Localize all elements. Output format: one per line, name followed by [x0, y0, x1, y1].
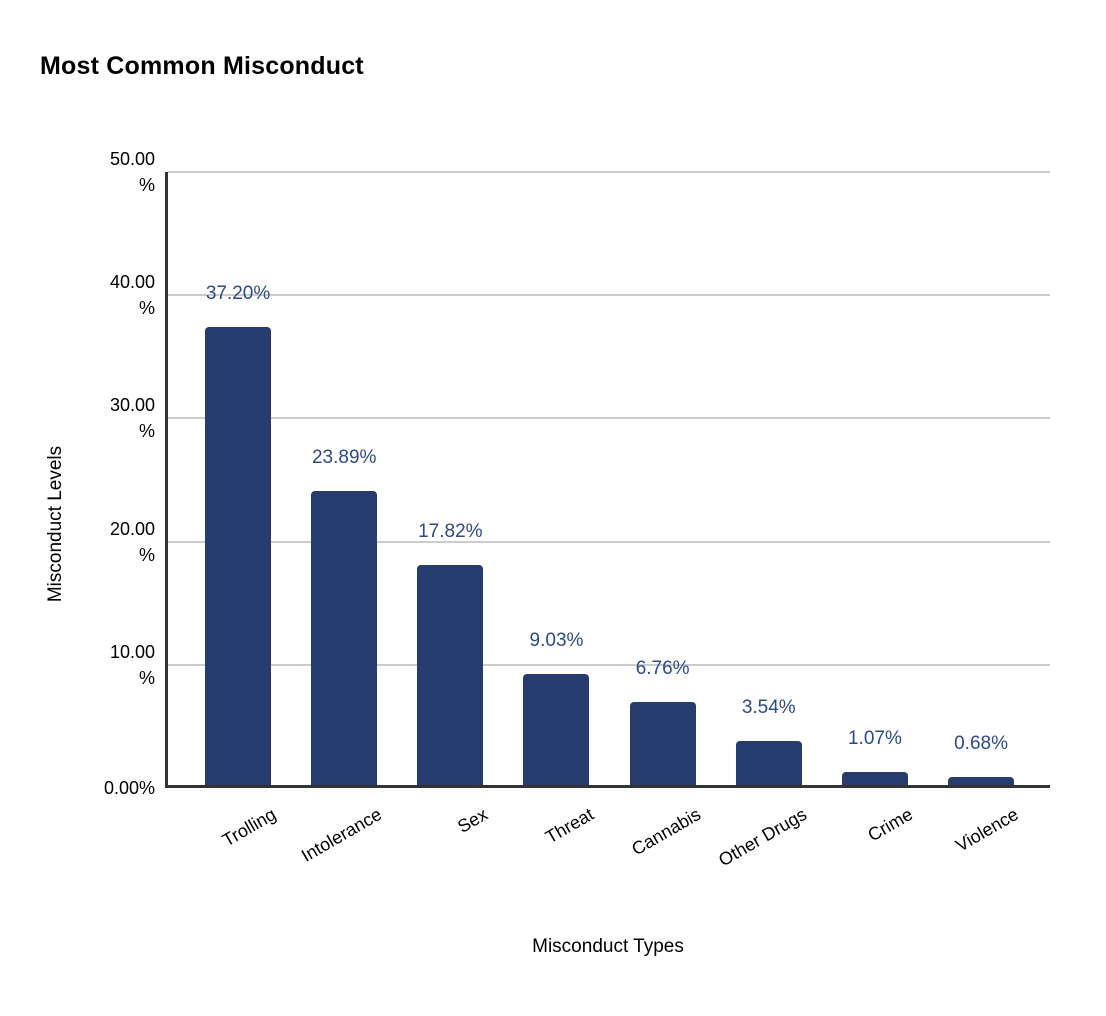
x-tick-label-violence: Violence [952, 804, 1023, 856]
y-tick-label: 40.00 % [109, 272, 155, 319]
bar-other-drugs [735, 741, 802, 785]
bar-value-label: 3.54% [741, 697, 796, 719]
y-tick-label: 50.00 % [109, 149, 155, 195]
gridline [168, 171, 1050, 173]
gridline [168, 417, 1050, 420]
y-axis-tick-labels: 50.00 % 40.00 % 30.00 % 20.00 % 10.00 % 0.00% [0, 0, 155, 1016]
x-tick-label-sex: Sex [454, 804, 492, 837]
bar-value-label: 0.68% [954, 732, 1008, 754]
x-tick-label-trolling: Trolling [218, 804, 280, 851]
plot-area: 37.20% 23.89% 17.82% 9.03% 6.76% 3.54% 1.07% 0.… [165, 171, 1050, 788]
gridline [168, 294, 1050, 297]
gridline [168, 663, 1050, 666]
bar-cannabis [629, 701, 696, 785]
bar-intolerance [311, 490, 378, 785]
x-axis-title: Misconduct Types [532, 936, 684, 957]
bar-violence [948, 776, 1015, 785]
y-tick-label: 20.00 % [109, 518, 155, 565]
bar-trolling [205, 326, 272, 785]
x-tick-label-other-drugs: Other Drugs [714, 804, 810, 871]
chart-title: Most Common Misconduct [40, 52, 364, 80]
bar-threat [523, 673, 590, 785]
bar-value-label: 37.20% [205, 282, 271, 304]
bar-value-label: 6.76% [635, 657, 690, 679]
bar-value-label: 1.07% [847, 727, 902, 749]
bar-crime [841, 771, 908, 785]
bar-value-label: 23.89% [311, 446, 377, 468]
y-tick-label: 10.00 % [109, 641, 155, 688]
bar-value-label: 9.03% [529, 629, 584, 651]
x-tick-label-intolerance: Intolerance [298, 804, 386, 866]
x-tick-label-crime: Crime [864, 804, 916, 846]
x-tick-label-cannabis: Cannabis [627, 804, 704, 860]
y-tick-label: 0.00% [103, 778, 155, 798]
gridline [168, 540, 1050, 543]
y-tick-label: 30.00 % [109, 395, 155, 442]
x-tick-label-threat: Threat [542, 804, 598, 848]
bar-sex [417, 565, 484, 785]
y-axis-title: Misconduct Levels [45, 445, 66, 603]
bar-value-label: 17.82% [418, 521, 483, 543]
